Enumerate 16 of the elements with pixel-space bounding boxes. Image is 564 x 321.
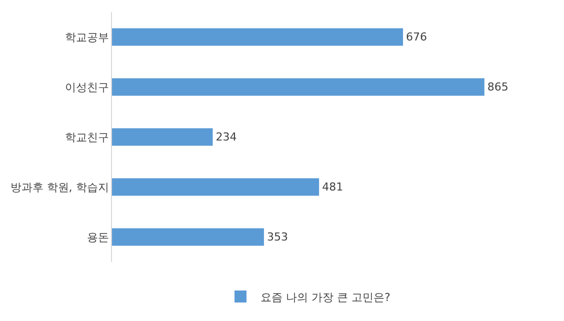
bar <box>112 228 264 246</box>
y-tick-label: 학교친구 <box>64 130 109 144</box>
data-label: 865 <box>487 80 508 94</box>
y-tick-label: 학교공부 <box>64 30 109 44</box>
bar <box>112 28 404 46</box>
data-label: 234 <box>216 130 237 144</box>
y-tick-label: 방과후 학원, 학습지 <box>10 180 109 194</box>
y-tick-label: 용돈 <box>86 230 109 244</box>
bar <box>112 178 320 196</box>
data-label: 353 <box>266 230 288 244</box>
legend-label: 요즘 나의 가장 큰 고민은? <box>260 290 390 304</box>
bar <box>112 78 484 96</box>
data-label: 676 <box>406 30 428 44</box>
data-label: 481 <box>322 180 344 194</box>
bar <box>112 128 213 146</box>
y-tick-label: 이성친구 <box>64 80 109 94</box>
